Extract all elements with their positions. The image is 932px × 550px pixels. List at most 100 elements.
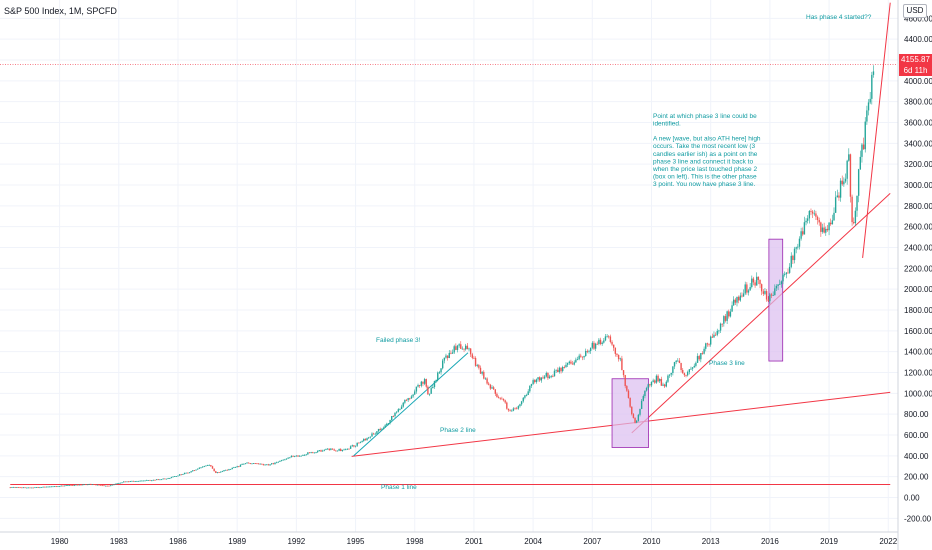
candle-body: [382, 427, 385, 430]
candle-body: [660, 378, 663, 386]
candle-body: [654, 380, 656, 383]
candle-body: [343, 449, 345, 451]
candle-body: [456, 345, 459, 350]
candle-body: [81, 484, 84, 486]
candle-body: [445, 355, 447, 358]
candle-body: [520, 401, 523, 405]
candle-body: [823, 227, 825, 233]
candle-body: [785, 272, 788, 275]
candle-body: [359, 442, 362, 443]
annotation-instructions: (box on left). This is the other phase: [653, 174, 757, 181]
candle-body: [223, 470, 225, 472]
candle-body: [742, 293, 745, 297]
candle-body: [604, 336, 607, 341]
currency-button[interactable]: USD: [903, 4, 927, 18]
candle-body: [788, 266, 791, 273]
candle-body: [101, 485, 104, 487]
candle-body: [525, 395, 528, 396]
candle-body: [313, 452, 316, 454]
candle-body: [410, 396, 413, 399]
candle-body: [560, 367, 562, 372]
annotations: Has phase 4 started?? Point at which phas…: [376, 14, 872, 491]
candle-body: [183, 472, 186, 475]
candle-body: [538, 377, 541, 381]
candle-body: [272, 463, 275, 465]
candle-body: [377, 428, 380, 432]
candle-body: [466, 345, 469, 350]
candle-body: [711, 336, 714, 338]
candle-body: [774, 288, 776, 296]
candle-body: [113, 484, 115, 486]
annotation-identify-point: identified.: [653, 121, 681, 128]
candle-body: [80, 484, 82, 486]
candle-body: [591, 342, 594, 348]
candle-body: [839, 180, 842, 198]
candle-body: [534, 380, 536, 383]
candle-body: [76, 484, 79, 486]
candle-body: [395, 411, 398, 413]
candle-body: [39, 487, 41, 489]
candle-body: [136, 481, 138, 482]
candle-body: [811, 211, 814, 214]
candle-body: [65, 485, 67, 487]
candle-body: [772, 295, 774, 297]
candle-body: [315, 452, 317, 453]
candle-body: [150, 480, 153, 482]
candle-body: [331, 448, 334, 450]
candle-body: [795, 247, 797, 249]
annotation-instructions: A new [wave, but also ATH here] high: [653, 136, 761, 143]
candle-body: [386, 423, 388, 426]
grid: [0, 0, 898, 532]
candle-body: [251, 463, 253, 465]
candle-body: [277, 461, 279, 463]
candle-body: [543, 376, 546, 379]
annotation-instructions: when the price last touched phase 2: [652, 166, 757, 173]
candle-body: [95, 484, 97, 486]
candle-body: [501, 398, 503, 400]
y-tick-label: 1000.00: [904, 389, 932, 398]
x-tick-label: 2022: [879, 537, 897, 546]
candle-body: [384, 425, 386, 428]
candle-body: [310, 452, 312, 453]
candle-body: [85, 484, 87, 486]
y-tick-label: 600.00: [904, 431, 929, 440]
candle-body: [47, 486, 49, 488]
candle-body: [636, 420, 638, 423]
candle-body: [137, 480, 140, 482]
candle-body: [441, 360, 444, 369]
candle-body: [802, 231, 804, 235]
candle-body: [58, 486, 61, 487]
candle-body: [657, 375, 659, 382]
candle-body: [104, 485, 107, 487]
candle-body: [714, 334, 717, 336]
candle-body: [683, 373, 686, 376]
candle-body: [233, 467, 235, 469]
candle-body: [486, 378, 488, 384]
x-tick-label: 2016: [761, 537, 779, 546]
candle-body: [621, 358, 623, 371]
candle-body: [234, 467, 237, 468]
candle-body: [351, 445, 353, 447]
candle-body: [238, 466, 240, 467]
candle-body: [32, 487, 34, 489]
candle-body: [455, 346, 457, 350]
candle-body: [170, 477, 173, 479]
candle-body: [566, 363, 569, 365]
candle-body: [285, 458, 288, 460]
candle-body: [192, 470, 194, 472]
candle-body: [443, 357, 446, 361]
candle-body: [37, 487, 39, 489]
candle-body: [756, 276, 758, 286]
candle-body: [499, 397, 501, 399]
candle-body: [55, 486, 58, 488]
x-tick-label: 2013: [702, 537, 720, 546]
candle-body: [608, 336, 610, 338]
candle-body: [387, 423, 390, 424]
candle-body: [601, 342, 603, 344]
candle-body: [476, 365, 478, 366]
candle-body: [295, 455, 298, 457]
failed-phase-3-line: [353, 352, 469, 457]
y-tick-label: 200.00: [904, 473, 929, 482]
candle-body: [662, 384, 664, 386]
